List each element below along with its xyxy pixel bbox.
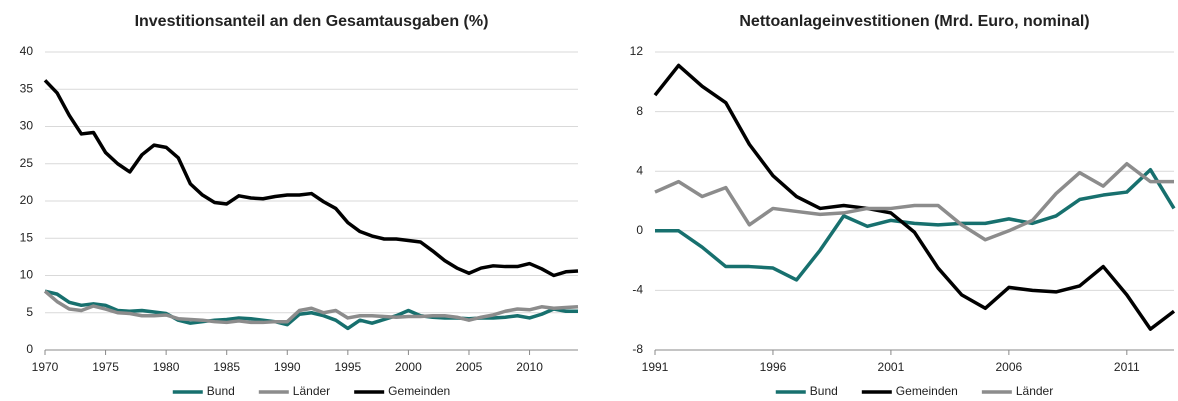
- x-tick-label: 2005: [456, 360, 483, 374]
- legend-label: Gemeinden: [896, 384, 958, 398]
- x-tick-label: 2011: [1114, 360, 1140, 374]
- y-tick-label: 4: [636, 163, 643, 177]
- y-tick-label: 30: [20, 119, 34, 133]
- legend-label: Länder: [293, 384, 330, 398]
- y-tick-label: 20: [20, 193, 34, 207]
- y-tick-label: 0: [26, 342, 33, 356]
- x-tick-label: 2001: [878, 360, 905, 374]
- y-tick-label: 25: [20, 156, 34, 170]
- x-tick-label: 2006: [996, 360, 1023, 374]
- x-tick-label: 1985: [213, 360, 240, 374]
- x-tick-label: 1970: [32, 360, 59, 374]
- y-tick-label: 10: [20, 268, 34, 282]
- series-line: [654, 162, 1174, 242]
- y-tick-label: 40: [20, 44, 34, 58]
- y-tick-label: -8: [632, 342, 643, 356]
- x-tick-label: 2000: [395, 360, 422, 374]
- y-tick-label: 5: [26, 305, 33, 319]
- y-tick-label: 35: [20, 81, 34, 95]
- y-tick-label: -4: [632, 283, 643, 297]
- legend-label: Gemeinden: [388, 384, 450, 398]
- legend-label: Länder: [1016, 384, 1053, 398]
- y-tick-label: 8: [636, 104, 643, 118]
- x-tick-label: 1980: [153, 360, 180, 374]
- series-line: [43, 289, 579, 325]
- x-tick-label: 1995: [334, 360, 361, 374]
- series-line: [653, 63, 1176, 331]
- x-tick-label: 1990: [274, 360, 301, 374]
- y-tick-label: 15: [20, 230, 34, 244]
- legend-label: Bund: [207, 384, 235, 398]
- x-tick-label: 1975: [92, 360, 119, 374]
- x-tick-label: 1991: [642, 360, 669, 374]
- x-tick-label: 2010: [516, 360, 543, 374]
- series-line: [655, 167, 1176, 282]
- series-line: [44, 289, 578, 331]
- chart-title: Investitionsanteil an den Gesamtausgaben…: [135, 13, 489, 30]
- x-tick-label: 1996: [760, 360, 787, 374]
- y-tick-label: 12: [630, 44, 644, 58]
- legend-label: Bund: [810, 384, 838, 398]
- chart-title: Nettoanlageinvestitionen (Mrd. Euro, nom…: [739, 13, 1089, 30]
- y-tick-label: 0: [636, 223, 643, 237]
- series-line: [43, 79, 579, 278]
